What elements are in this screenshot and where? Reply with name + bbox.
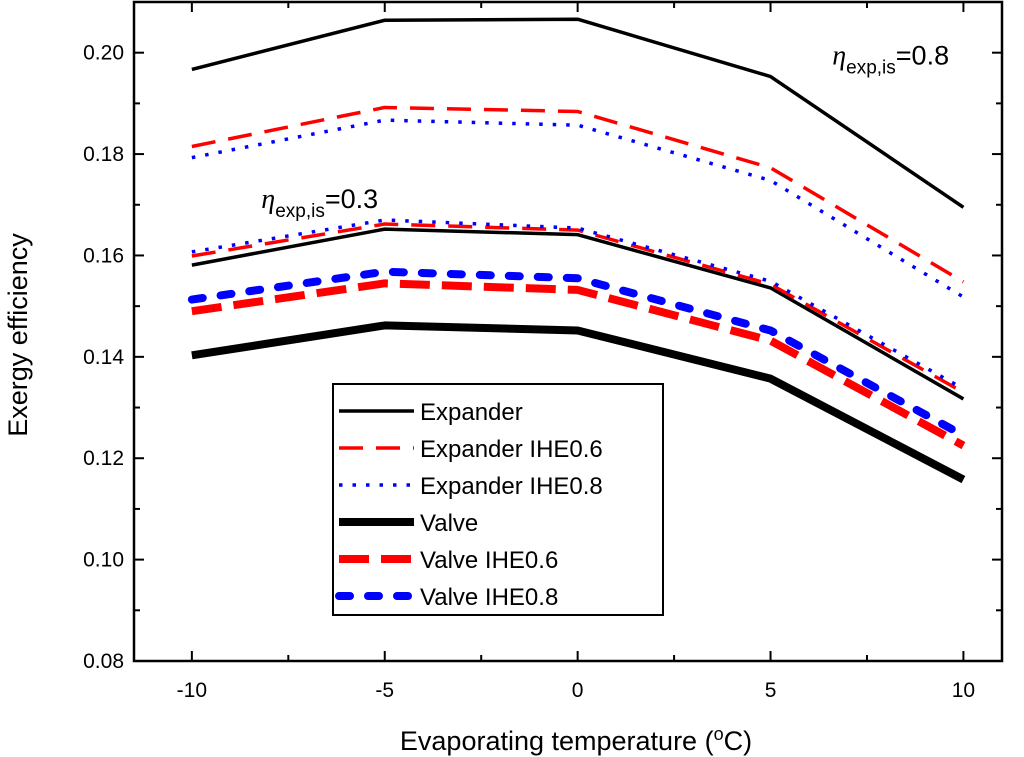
series-line-1: [191, 105, 965, 284]
y-axis-title: Exergy efficiency: [3, 233, 33, 437]
y-tick-label: 0.20: [83, 42, 124, 65]
legend: Expander Expander IHE0.6 Expander IHE0.8 Va…: [332, 383, 664, 616]
series-line-8: [191, 218, 965, 391]
x-tick-label: -10: [177, 679, 207, 702]
series-line-4: [191, 279, 966, 450]
annotation-value: =0.8: [896, 40, 949, 70]
annotation-1: ηexp,is=0.3: [261, 184, 378, 222]
annotation-subscript: exp,is: [275, 201, 325, 222]
annotation-value: =0.3: [325, 184, 378, 214]
y-tick-label: 0.18: [83, 143, 124, 166]
series-line-7: [191, 222, 965, 394]
series-line-5: [187, 267, 968, 440]
annotation-symbol: η: [832, 40, 846, 71]
legend-label-0: Expander: [420, 399, 523, 426]
legend-label-3: Valve: [420, 510, 478, 537]
legend-label-4: Valve IHE0.6: [420, 547, 558, 574]
legend-label-1: Expander IHE0.6: [420, 436, 603, 463]
y-tick-label: 0.16: [83, 244, 124, 267]
x-tick-label: -5: [375, 679, 394, 702]
series-line-0: [191, 17, 965, 209]
x-axis-title-main: Evaporating temperature (: [400, 726, 714, 756]
y-tick-label: 0.08: [83, 650, 124, 673]
x-tick-label: 5: [765, 679, 777, 702]
y-tick-label: 0.10: [83, 549, 124, 572]
annotation-subscript: exp,is: [846, 57, 896, 78]
axis-ticks: -10 -5 0 5 10 0.08 0.10 0.12 0.14 0.16 0.18 0.20: [83, 2, 1002, 702]
y-tick-label: 0.14: [83, 346, 124, 369]
legend-items: Expander Expander IHE0.6 Expander IHE0.8 Va…: [335, 399, 603, 611]
x-axis-title-tail: C): [724, 726, 753, 756]
plot-frame: [132, 0, 1004, 663]
legend-label-2: Expander IHE0.8: [420, 473, 603, 500]
series-group: [187, 17, 968, 484]
annotation-symbol: η: [261, 184, 275, 215]
x-tick-label: 10: [952, 679, 975, 702]
y-tick-label: 0.12: [83, 447, 124, 470]
x-axis-title-sup: o: [714, 724, 724, 744]
series-line-6: [191, 227, 965, 401]
legend-frame: [332, 383, 664, 616]
x-tick-label: 0: [572, 679, 584, 702]
legend-label-5: Valve IHE0.8: [420, 584, 558, 611]
series-line-3: [191, 321, 966, 484]
annotation-0: ηexp,is=0.8: [832, 40, 949, 78]
x-axis-title: Evaporating temperature (oC): [400, 724, 752, 756]
